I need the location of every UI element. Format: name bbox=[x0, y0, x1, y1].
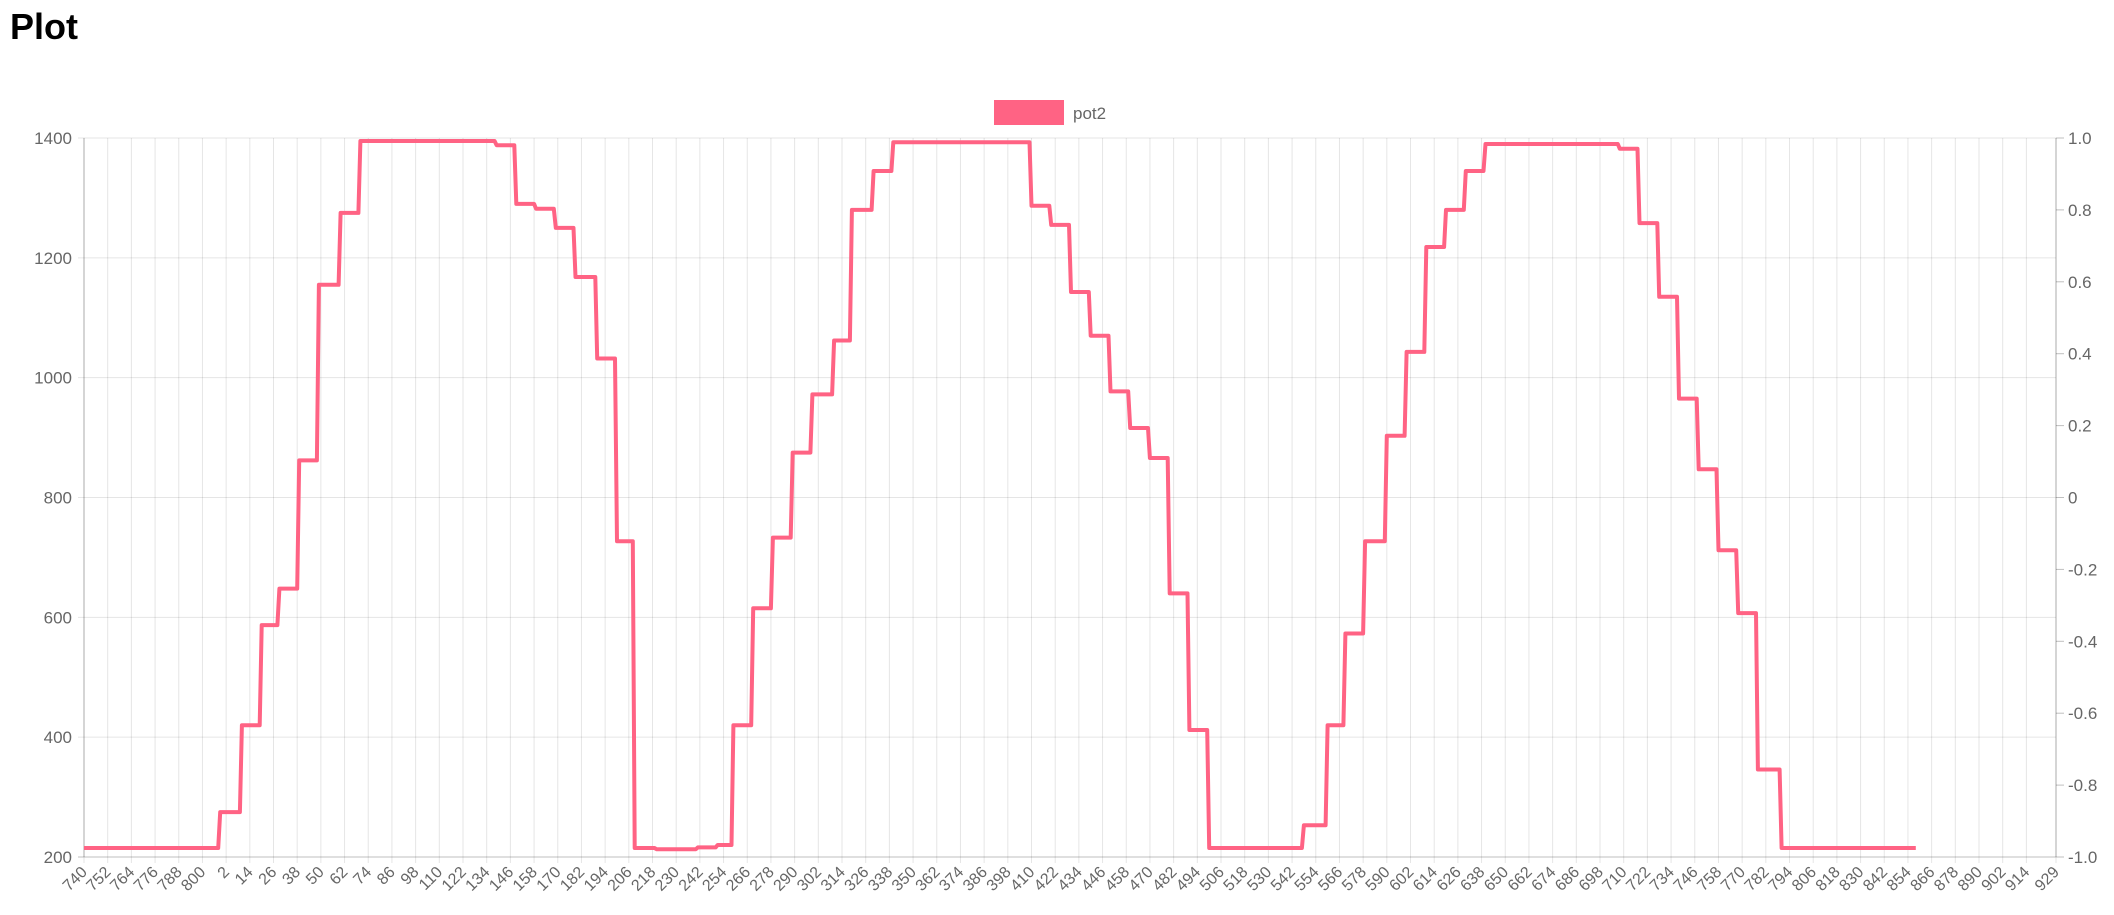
series-layer bbox=[84, 139, 1916, 852]
y-right-tick-label: 1.0 bbox=[2068, 129, 2092, 148]
x-tick-label: 914 bbox=[2002, 864, 2033, 895]
y-left-tick-label: 1400 bbox=[34, 129, 72, 148]
y-left-tick-label: 400 bbox=[44, 728, 72, 747]
y-left-tick-label: 1000 bbox=[34, 369, 72, 388]
y-right-tick-label: 0.6 bbox=[2068, 273, 2092, 292]
x-tick-label: 38 bbox=[279, 864, 304, 889]
x-tick-label: 50 bbox=[303, 864, 328, 889]
page-title: Plot bbox=[10, 6, 78, 47]
y-right-tick-label: -0.8 bbox=[2068, 776, 2097, 795]
legend-swatch-pot2[interactable] bbox=[994, 100, 1064, 125]
x-tick-label: 62 bbox=[327, 864, 352, 889]
x-tick-label: 14 bbox=[232, 864, 257, 889]
y-right-tick-label: 0.4 bbox=[2068, 345, 2092, 364]
x-tick-label: 2 bbox=[215, 864, 233, 882]
x-tick-label: 86 bbox=[374, 864, 399, 889]
x-tick-label: 74 bbox=[350, 864, 375, 889]
y-left-tick-label: 800 bbox=[44, 489, 72, 508]
legend[interactable]: pot2 bbox=[994, 100, 1106, 125]
left-y-axis: 200 400 600 800 1000 1200 1400 bbox=[34, 129, 72, 867]
y-left-tick-label: 1200 bbox=[34, 249, 72, 268]
y-right-tick-label: 0 bbox=[2068, 489, 2077, 508]
y-right-tick-label: -0.2 bbox=[2068, 560, 2097, 579]
series-line-pot2 bbox=[84, 139, 1916, 852]
legend-label-pot2[interactable]: pot2 bbox=[1073, 104, 1106, 123]
y-right-tick-label: -0.6 bbox=[2068, 704, 2097, 723]
y-left-tick-label: 600 bbox=[44, 608, 72, 627]
y-left-tick-label: 200 bbox=[44, 848, 72, 867]
right-y-axis: -1.0 -0.8 -0.6 -0.4 -0.2 0 0.2 0.4 0.6 0.8 1.0 bbox=[2056, 129, 2097, 867]
y-right-tick-label: 0.8 bbox=[2068, 201, 2092, 220]
y-right-tick-label: -0.4 bbox=[2068, 632, 2097, 651]
x-tick-label: 800 bbox=[178, 864, 209, 895]
y-right-tick-label: 0.2 bbox=[2068, 417, 2092, 436]
y-right-tick-label: -1.0 bbox=[2068, 848, 2097, 867]
x-tick-label: 26 bbox=[256, 864, 281, 889]
x-tick-label: 929 bbox=[2032, 864, 2063, 895]
